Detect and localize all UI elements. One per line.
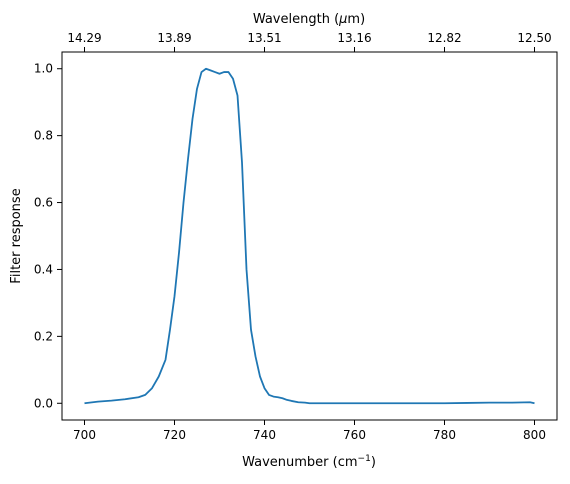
top-axis-label: Wavelength (μm) xyxy=(253,12,365,27)
response-curve-line xyxy=(84,67,535,405)
top-tick-label: 14.29 xyxy=(67,31,101,45)
plot-frame xyxy=(61,51,558,421)
plot-layer xyxy=(84,67,535,405)
x-tick-label: 700 xyxy=(73,428,96,442)
x-tick-label: 800 xyxy=(523,428,546,442)
top-tick-label: 13.89 xyxy=(157,31,191,45)
top-tick-label: 13.16 xyxy=(337,31,371,45)
x-tick-label: 780 xyxy=(433,428,456,442)
y-tick-label: 0.8 xyxy=(34,129,53,143)
x-axis-label-suffix: ) xyxy=(371,455,376,470)
top-axis-label-main: Wavelength ( xyxy=(253,12,339,27)
x-axis-label-main: Wavenumber (cm xyxy=(242,455,357,470)
y-tick-label: 0.6 xyxy=(34,196,53,210)
axes-layer: 700 720 740 760 780 800 0.0 0.2 0.4 0.6 0.8 1.0 14.2… xyxy=(34,31,552,442)
x-axis-label-superscript: −1 xyxy=(358,454,371,464)
y-axis-label: Filter response xyxy=(9,188,24,283)
top-axis-label-suffix: m) xyxy=(347,12,365,27)
x-axis-label: Wavenumber (cm−1) xyxy=(242,454,376,470)
top-tick-label: 13.51 xyxy=(247,31,281,45)
top-axis-label-symbol: μ xyxy=(338,12,347,27)
y-tick-label: 0.4 xyxy=(34,262,53,276)
top-tick-label: 12.82 xyxy=(427,31,461,45)
top-tick-label: 12.50 xyxy=(517,31,551,45)
x-tick-label: 720 xyxy=(163,428,186,442)
x-tick-label: 760 xyxy=(343,428,366,442)
y-tick-label: 1.0 xyxy=(34,62,53,76)
y-tick-label: 0.2 xyxy=(34,329,53,343)
x-tick-label: 740 xyxy=(253,428,276,442)
y-tick-label: 0.0 xyxy=(34,396,53,410)
